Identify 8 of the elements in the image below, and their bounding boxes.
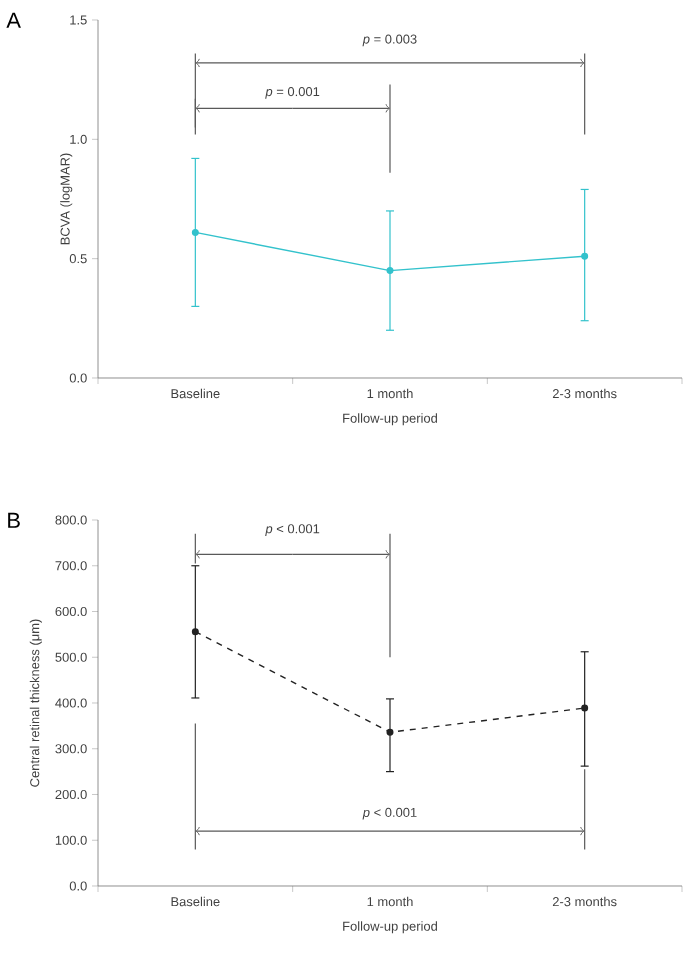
- point: [191, 228, 199, 236]
- point: [581, 252, 589, 260]
- point: [386, 728, 394, 736]
- chart-title: B: [8, 512, 20, 528]
- point: [386, 267, 394, 275]
- chart-title: A: [6, 12, 21, 28]
- point: [191, 628, 199, 636]
- point: [581, 704, 589, 712]
